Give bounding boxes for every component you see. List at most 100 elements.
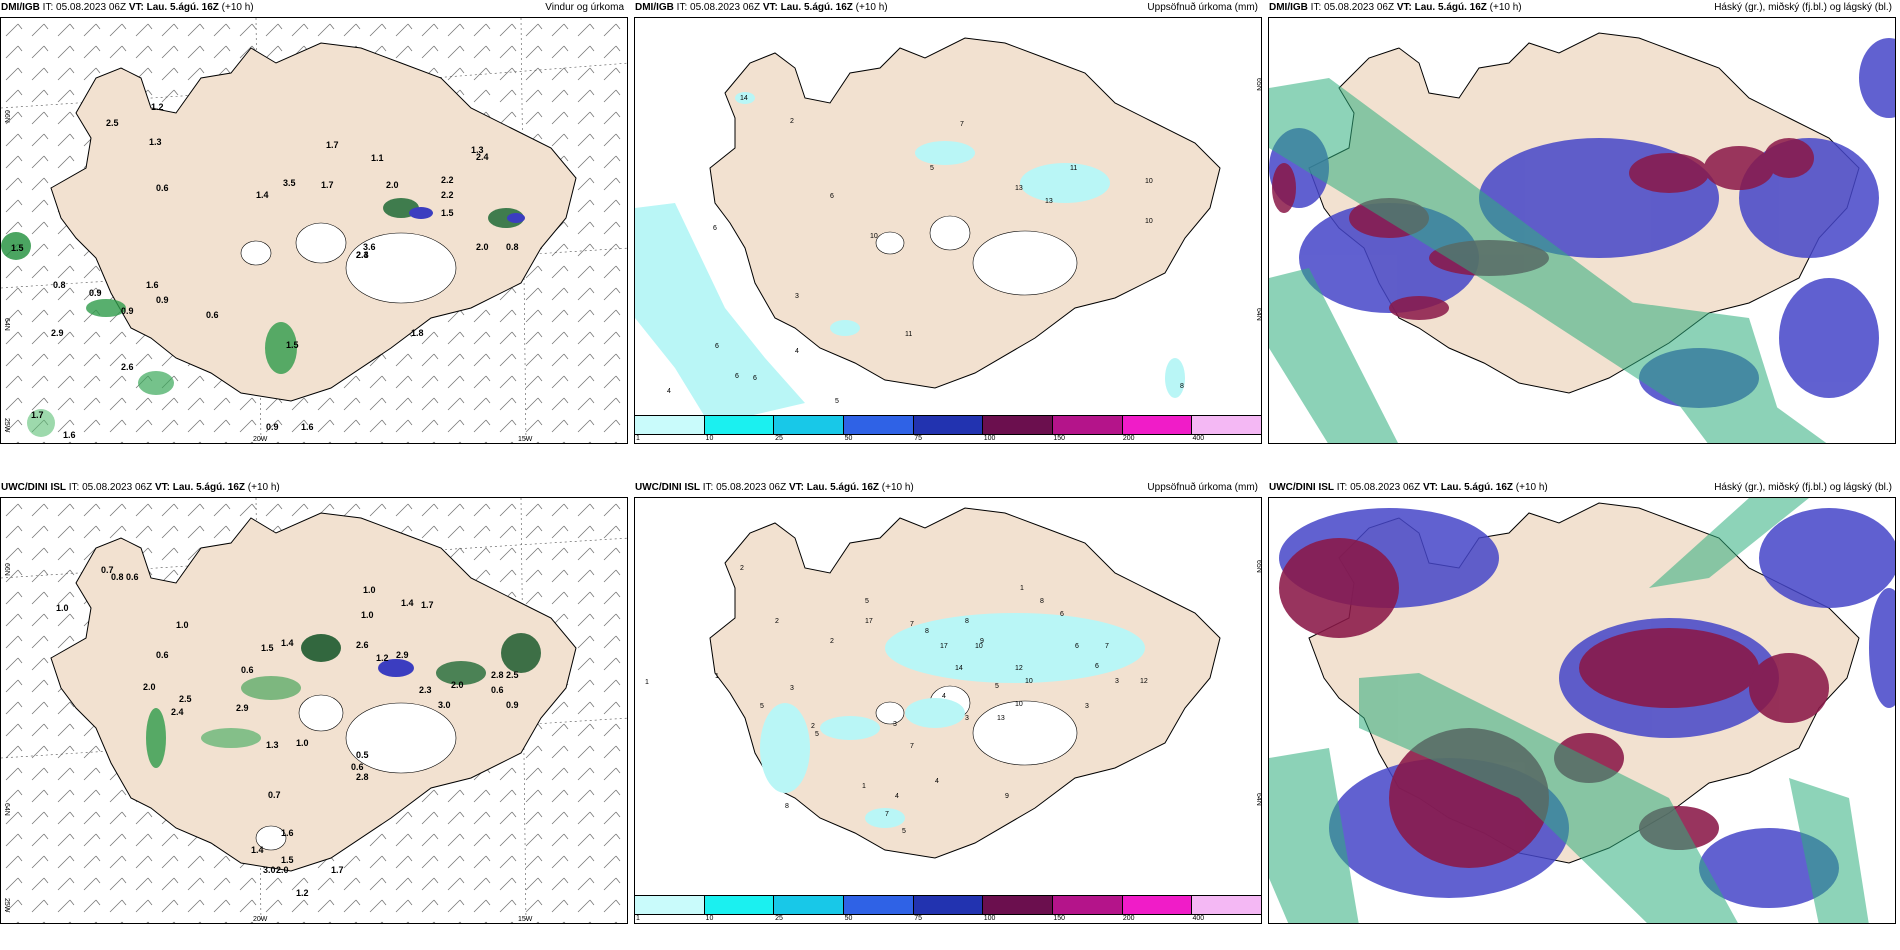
- map-wind-precip: 0.7 0.8 0.6 1.0 1.0 0.6 2.0 1.0 2.4 1.7 …: [1, 498, 627, 923]
- colorbar-swatch: [844, 416, 914, 434]
- svg-text:25W: 25W: [3, 418, 10, 433]
- colorbar-swatch: [983, 896, 1054, 914]
- lead-time: (+10 h): [1515, 482, 1548, 493]
- panel-header: DMI/IGB IT: 05.08.2023 06Z VT: Lau. 5.ág…: [1268, 0, 1896, 16]
- precip-value: 2.9: [396, 650, 409, 660]
- colorbar-swatch: [774, 896, 845, 914]
- precip-value: 8: [965, 618, 969, 625]
- lead-time: (+10 h): [881, 482, 914, 493]
- panel-title: Vindur og úrkoma: [545, 2, 624, 13]
- high-clouds: [1269, 78, 1827, 443]
- colorbar-swatch: [913, 416, 984, 434]
- colorbar-labels: 1 10 25 50 75 100 150 200 400: [635, 434, 1261, 443]
- precip-value: 1: [715, 673, 719, 680]
- precip-value: 2.4: [476, 152, 489, 162]
- svg-text:65N: 65N: [1255, 560, 1262, 573]
- precip-value: 1: [862, 783, 866, 790]
- precip-value: 1.6: [281, 828, 294, 838]
- valid-time-label: VT:: [1422, 482, 1438, 493]
- precip-value: 2.0: [386, 180, 399, 190]
- panel-header: DMI/IGB IT: 05.08.2023 06Z VT: Lau. 5.ág…: [0, 0, 628, 16]
- precip-shading: [760, 613, 1145, 828]
- colorbar-swatch: [1122, 416, 1193, 434]
- colorbar-level-label: 10: [705, 915, 714, 922]
- precip-shading: [635, 92, 1185, 417]
- precip-value: 1.5: [261, 643, 274, 653]
- precip-value: 0.6: [156, 183, 169, 193]
- model-source: UWC/DINI ISL: [635, 482, 700, 493]
- accum-values: 14 2 7 5 6 13 11 10 13 10 10 3 6 4 11 6 …: [667, 95, 1184, 405]
- precip-value: 2.3: [356, 250, 369, 260]
- precip-value: 1.3: [149, 137, 162, 147]
- glaciers: [875, 215, 1078, 296]
- init-time: IT: 05.08.2023 06Z: [676, 2, 761, 13]
- precip-value: 0.6: [241, 665, 254, 675]
- precip-value: 2.9: [236, 703, 249, 713]
- valid-time: Lau. 5.ágú. 16Z: [172, 482, 245, 493]
- precip-value: 12: [1140, 678, 1148, 685]
- axis-labels: 65N 64N: [1255, 78, 1262, 321]
- colorbar-swatch: [635, 896, 705, 914]
- map-accum-precip: 14 2 7 5 6 13 11 10 13 10 10 3 6 4 11 6 …: [635, 37, 1262, 417]
- iceland-land: [50, 512, 577, 872]
- precip-value: 5: [815, 731, 819, 738]
- colorbar-level-label: 75: [914, 435, 923, 442]
- panel-header: UWC/DINI ISL IT: 05.08.2023 06Z VT: Lau.…: [1268, 480, 1896, 496]
- precip-value: 9: [980, 638, 984, 645]
- panel-header: UWC/DINI ISL IT: 05.08.2023 06Z VT: Lau.…: [634, 480, 1262, 496]
- iceland-land: [709, 37, 1221, 389]
- precip-value: 1.5: [441, 208, 454, 218]
- precip-value: 4: [942, 693, 946, 700]
- precip-shading: [1, 198, 525, 437]
- precip-value: 10: [975, 643, 983, 650]
- precip-value: 6: [1060, 611, 1064, 618]
- precip-value: 2.5: [106, 118, 119, 128]
- svg-text:20W: 20W: [253, 916, 268, 923]
- axis-labels: 65N 64N: [1255, 560, 1262, 806]
- init-time: IT: 05.08.2023 06Z: [1310, 2, 1395, 13]
- svg-text:66N: 66N: [3, 110, 10, 123]
- lead-time: (+10 h): [1489, 2, 1522, 13]
- precip-value: 1.2: [151, 102, 164, 112]
- precip-value: 6: [1075, 643, 1079, 650]
- precip-value: 1.6: [301, 422, 314, 432]
- precip-value: 13: [1015, 185, 1023, 192]
- precip-value: 1.0: [296, 738, 309, 748]
- precip-value: 10: [1145, 178, 1153, 185]
- precip-value: 4: [935, 778, 939, 785]
- precip-value: 5: [995, 683, 999, 690]
- precip-value: 11: [905, 331, 912, 338]
- precip-value: 12: [1015, 665, 1023, 672]
- precip-value: 0.9: [266, 422, 279, 432]
- precip-value: 2.5: [506, 670, 519, 680]
- map-wind-precip: 1.2 2.5 1.3 0.6 1.5 1.7 3.5 1.4 1.1 2.2 …: [1, 18, 627, 443]
- valid-time-label: VT:: [154, 482, 170, 493]
- precip-values: 1.2 2.5 1.3 0.6 1.5 1.7 3.5 1.4 1.1 2.2 …: [11, 102, 519, 440]
- valid-time: Lau. 5.ágú. 16Z: [146, 2, 219, 13]
- map-frame: 14 2 7 5 6 13 11 10 13 10 10 3 6 4 11 6 …: [634, 17, 1262, 444]
- iceland-land: [709, 507, 1221, 859]
- svg-text:25W: 25W: [3, 898, 10, 913]
- map-clouds: [1269, 18, 1895, 443]
- precip-value: 1.7: [326, 140, 339, 150]
- init-time: IT: 05.08.2023 06Z: [42, 2, 127, 13]
- precip-value: 17: [865, 618, 873, 625]
- valid-time: Lau. 5.ágú. 16Z: [780, 2, 853, 13]
- panel-title: Uppsöfnuð úrkoma (mm): [1147, 482, 1258, 493]
- precip-value: 0.7: [101, 565, 114, 575]
- precip-value: 8: [785, 803, 789, 810]
- precip-value: 0.8: [111, 572, 124, 582]
- precip-value: 5: [930, 165, 934, 172]
- precip-value: 1.0: [361, 610, 374, 620]
- panel-title: Háský (gr.), miðský (fj.bl.) og lágský (…: [1714, 2, 1892, 13]
- precip-value: 1.2: [296, 888, 309, 898]
- colorbar-swatch: [913, 896, 984, 914]
- svg-text:65N: 65N: [1255, 78, 1262, 91]
- colorbar-level-label: 400: [1192, 915, 1205, 922]
- precip-value: 5: [865, 598, 869, 605]
- precip-value: 6: [753, 375, 757, 382]
- precip-value: 8: [1040, 598, 1044, 605]
- svg-text:64N: 64N: [1255, 308, 1262, 321]
- map-frame: [1268, 17, 1896, 444]
- precip-value: 7: [910, 621, 914, 628]
